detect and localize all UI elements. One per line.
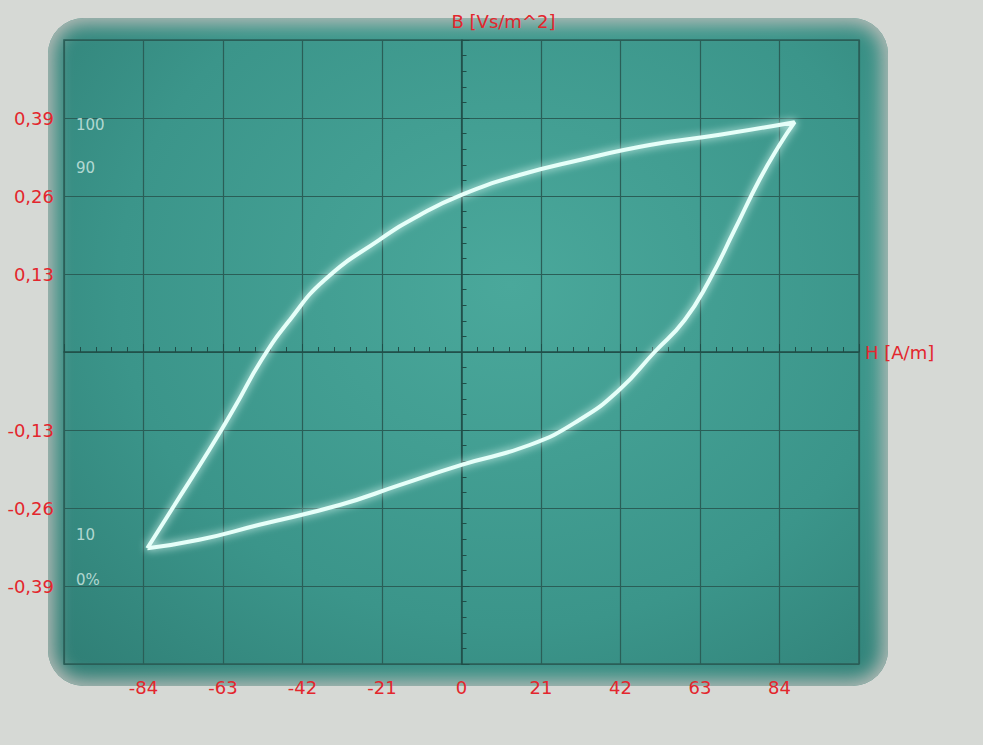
svg-text:0,13: 0,13 [14,264,54,285]
svg-text:63: 63 [689,677,712,698]
svg-text:0%: 0% [76,571,100,589]
svg-text:-42: -42 [288,677,317,698]
svg-text:-63: -63 [208,677,237,698]
svg-text:-0,26: -0,26 [7,498,54,519]
svg-text:0,26: 0,26 [14,186,54,207]
svg-text:21: 21 [530,677,553,698]
svg-text:-0,13: -0,13 [7,420,54,441]
svg-text:42: 42 [609,677,632,698]
svg-text:0: 0 [456,677,467,698]
svg-text:84: 84 [768,677,791,698]
svg-text:100: 100 [76,116,105,134]
svg-text:-0,39: -0,39 [7,576,54,597]
svg-text:10: 10 [76,526,95,544]
svg-text:90: 90 [76,159,95,177]
svg-text:B [Vs/m^2]: B [Vs/m^2] [452,11,556,32]
svg-text:H [A/m]: H [A/m] [865,342,934,363]
svg-text:-21: -21 [367,677,396,698]
svg-text:0,39: 0,39 [14,108,54,129]
svg-text:-84: -84 [129,677,158,698]
